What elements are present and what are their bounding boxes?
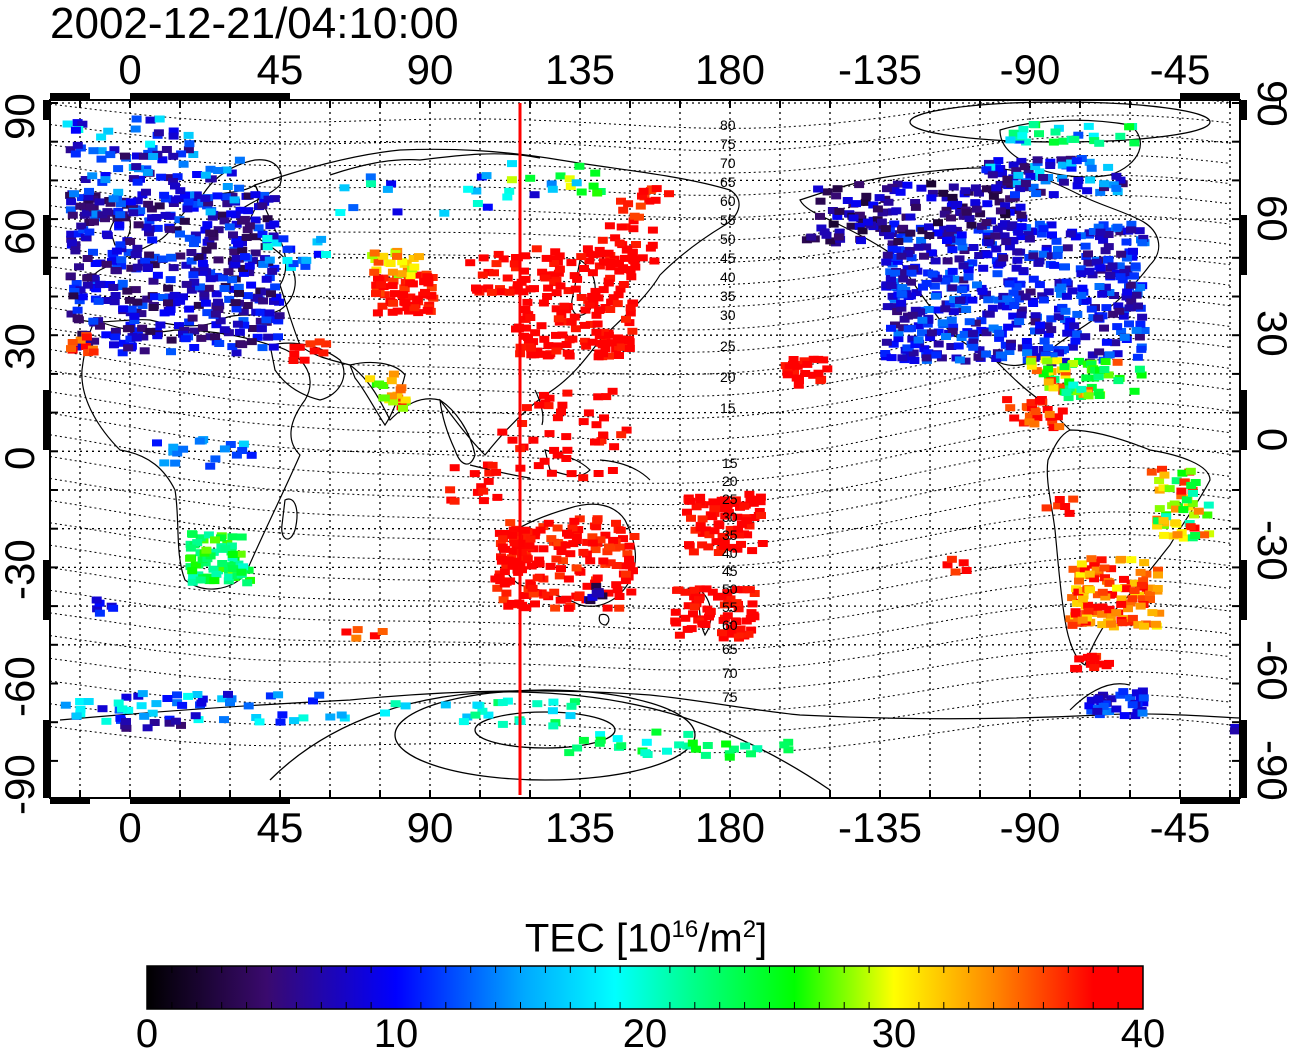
contour-label: 40 [722, 545, 738, 561]
colorbar-tick-label: 0 [135, 1012, 159, 1056]
top-lon-tick: 45 [256, 46, 304, 93]
contour-label: 50 [722, 581, 738, 597]
contour-label: 60 [722, 617, 738, 633]
top-lon-tick: -135 [837, 46, 923, 93]
top-lon-tick: 180 [694, 46, 766, 93]
bottom-lon-tick: -90 [999, 804, 1061, 851]
right-lat-tick: 90 [1249, 80, 1292, 127]
right-lat-tick: 60 [1249, 195, 1292, 242]
tec-data-cells [60, 115, 1240, 761]
left-lat-tick: -30 [0, 539, 43, 600]
contour-label: 20 [720, 369, 736, 385]
bottom-lon-tick: -45 [1149, 804, 1211, 851]
frame-border-bars [43, 93, 1247, 804]
top-lon-tick: 0 [118, 46, 142, 93]
left-lat-tick: 0 [0, 446, 43, 470]
map-frame [49, 99, 1241, 799]
contour-label: 75 [720, 136, 736, 152]
right-lat-tick: -30 [1249, 520, 1292, 581]
bottom-lon-tick: -135 [837, 804, 923, 851]
contour-label: 35 [720, 288, 736, 304]
colorbar-tick-label: 40 [1120, 1012, 1166, 1056]
contour-label: 55 [722, 599, 738, 615]
contour-label: 35 [722, 527, 738, 543]
contour-label: 70 [722, 665, 738, 681]
left-lat-tick: 60 [0, 208, 43, 255]
frame-ticks [50, 100, 1281, 801]
left-lat-tick: -90 [0, 754, 43, 815]
top-lon-tick: -45 [1149, 46, 1211, 93]
left-lat-tick: 30 [0, 323, 43, 370]
plot-title: 2002-12-21/04:10:00 [50, 0, 459, 48]
left-lat-tick: -60 [0, 656, 43, 717]
contour-label: 60 [720, 193, 736, 209]
contour-label: 45 [720, 250, 736, 266]
top-lon-tick: -90 [999, 46, 1061, 93]
bottom-lon-tick: 135 [544, 804, 616, 851]
contour-label: 45 [722, 563, 738, 579]
colorbar-tick-label: 20 [622, 1012, 668, 1056]
magnetic-pole-rings [269, 101, 1211, 791]
contour-label: 25 [720, 338, 736, 354]
colorbar-label: TEC [1016/m2] [524, 916, 768, 961]
contour-label: 20 [722, 473, 738, 489]
contour-label: 25 [722, 491, 738, 507]
contour-label: 50 [720, 231, 736, 247]
right-lat-tick: 0 [1249, 428, 1292, 452]
contour-label: 80 [720, 117, 736, 133]
colorbar-ticks [171, 966, 1119, 1009]
top-lon-tick: 135 [544, 46, 616, 93]
right-lat-tick: -90 [1249, 740, 1292, 801]
contour-label: 70 [720, 155, 736, 171]
right-lat-tick: 30 [1249, 310, 1292, 357]
bottom-lon-tick: 180 [694, 804, 766, 851]
contour-label: 40 [720, 269, 736, 285]
contour-label: 15 [722, 455, 738, 471]
top-lon-tick: 90 [406, 46, 454, 93]
colorbar-tick-label: 10 [373, 1012, 419, 1056]
contour-labels: 80 75 70 65 60 55 50 45 40 35 30 25 20 15 15 20 25 30 35 40… [720, 117, 738, 705]
contour-label: 65 [720, 174, 736, 190]
left-lat-tick: 90 [0, 93, 43, 140]
contour-label: 75 [722, 689, 738, 705]
contour-label: 30 [722, 509, 738, 525]
right-lat-tick: -60 [1249, 640, 1292, 701]
bottom-lon-tick: 0 [118, 804, 142, 851]
contour-label: 65 [722, 641, 738, 657]
contour-label: 15 [720, 400, 736, 416]
contour-label: 55 [720, 212, 736, 228]
contour-label: 30 [720, 307, 736, 323]
bottom-lon-tick: 90 [406, 804, 454, 851]
bottom-lon-tick: 45 [256, 804, 304, 851]
colorbar-tick-label: 30 [871, 1012, 917, 1056]
colorbar [146, 965, 1144, 1010]
